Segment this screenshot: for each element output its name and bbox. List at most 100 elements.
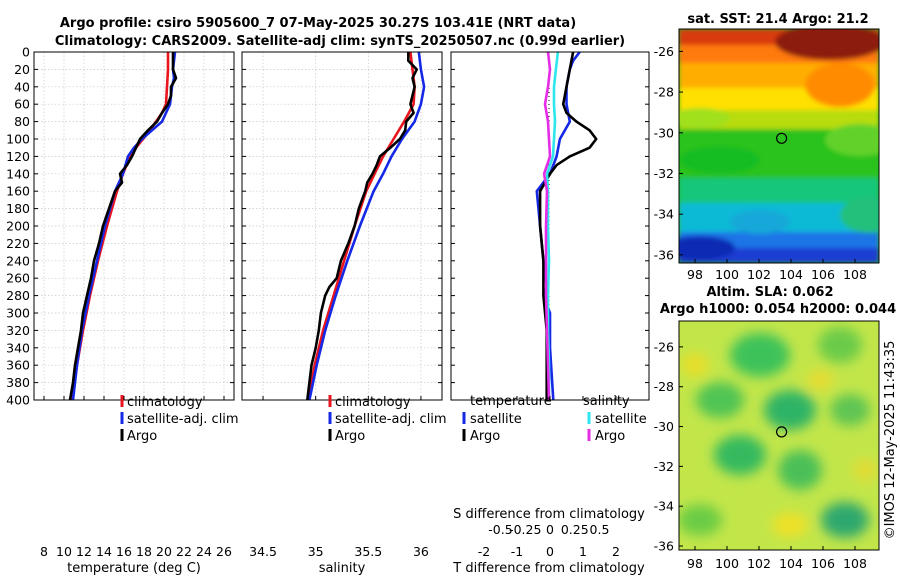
y-tick-label: 300 — [6, 306, 30, 321]
x-tick-label: 18 — [136, 544, 152, 559]
x-tick-label: 8 — [40, 544, 48, 559]
map-x-tick-label: 106 — [811, 267, 835, 282]
map-x-tick-label: 100 — [715, 267, 739, 282]
map-y-tick-label: -34 — [654, 499, 674, 514]
series-line-argo-temperature- — [538, 52, 598, 400]
legend-label: satellite — [470, 412, 522, 427]
temperature-xlabel: temperature (deg C) — [67, 561, 201, 576]
map-x-tick-label: 108 — [843, 267, 867, 282]
map-x-tick-label: 98 — [687, 556, 703, 571]
series-line-argo — [306, 52, 419, 400]
y-tick-label: 40 — [14, 79, 30, 94]
map-y-tick-label: -26 — [654, 44, 674, 59]
x-tick-label: 24 — [196, 544, 212, 559]
legend-label: satellite — [595, 412, 647, 427]
x-tick-label: 2 — [612, 544, 620, 559]
map-y-tick-label: -32 — [654, 459, 674, 474]
map-y-tick-label: -26 — [654, 339, 674, 354]
difference-ticks: -2 -1 0 1 2 -0.5-0.25 0 0.25 0.5 — [451, 51, 649, 559]
x-tick-label: 14 — [96, 544, 112, 559]
y-tick-label: 240 — [6, 253, 30, 268]
imos-credit: ©IMOS 12-May-2025 11:43:35 — [883, 341, 898, 540]
secondary-x-tick-label: -0.5 — [488, 522, 512, 537]
secondary-x-tick-label: 0.5 — [590, 522, 610, 537]
figure-title-line2: Climatology: CARS2009. Satellite-adj cli… — [55, 34, 625, 49]
map-y-tick-label: -30 — [654, 419, 674, 434]
difference-legend: temperature salinity satellite Argo satellit… — [462, 394, 647, 444]
y-tick-label: 320 — [6, 323, 30, 338]
legend-label: climatology — [127, 395, 203, 410]
map-x-tick-label: 102 — [747, 267, 771, 282]
map-x-tick-label: 108 — [843, 556, 867, 571]
x-tick-label: 1 — [579, 544, 587, 559]
x-tick-label: 0 — [546, 544, 554, 559]
secondary-x-tick-label: 0.25 — [561, 522, 589, 537]
y-tick-label: 360 — [6, 358, 30, 373]
map-x-tick-label: 106 — [811, 556, 835, 571]
x-tick-label: 36 — [413, 544, 429, 559]
salinity-xlabel: salinity — [319, 561, 366, 576]
legend-label: satellite-adj. clim — [127, 412, 239, 427]
sla-ticks: 98 100 102 104 106 108 -26 -28 -30 -32 -34 -36 — [654, 339, 867, 571]
map-y-tick-label: -32 — [654, 166, 674, 181]
y-tick-label: 280 — [6, 288, 30, 303]
y-tick-label: 160 — [6, 184, 30, 199]
x-tick-label: 16 — [116, 544, 132, 559]
y-tick-label: 340 — [6, 340, 30, 355]
map-x-tick-label: 98 — [687, 267, 703, 282]
x-tick-label: -2 — [478, 544, 490, 559]
y-tick-label: 60 — [14, 97, 30, 112]
x-tick-label: 34.5 — [249, 544, 277, 559]
figure-title-line1: Argo profile: csiro 5905600_7 07-May-202… — [60, 16, 576, 31]
y-tick-label: 0 — [22, 45, 30, 60]
temperature-legend: climatology satellite-adj. clim Argo — [120, 395, 239, 444]
legend-title-salinity: salinity — [583, 394, 630, 409]
y-tick-label: 80 — [14, 114, 30, 129]
temperature-lines — [68, 52, 178, 400]
y-tick-label: 180 — [6, 201, 30, 216]
y-tick-label: 100 — [6, 132, 30, 147]
series-line-satellite-adj-clim — [308, 52, 426, 400]
legend-label: satellite-adj. clim — [335, 412, 447, 427]
x-tick-label: -1 — [511, 544, 523, 559]
y-tick-label: 140 — [6, 166, 30, 181]
sla-profile-location-marker — [775, 426, 788, 438]
secondary-x-tick-label: 0 — [546, 522, 554, 537]
map-x-tick-label: 104 — [779, 556, 803, 571]
y-tick-label: 20 — [14, 62, 30, 77]
x-tick-label: 35.5 — [354, 544, 382, 559]
y-tick-label: 400 — [6, 393, 30, 408]
legend-label: Argo — [127, 429, 157, 444]
series-line-argo — [68, 52, 178, 400]
sla-map-title-line1: Altim. SLA: 0.062 — [707, 285, 834, 300]
map-y-tick-label: -30 — [654, 125, 674, 140]
sst-map: 98 100 102 104 106 108 -26 -28 -30 -32 -34 -36 — [654, 28, 880, 282]
sst-profile-location-marker — [775, 132, 788, 144]
salinity-legend: climatology satellite-adj. clim Argo — [328, 395, 447, 444]
y-tick-label: 220 — [6, 236, 30, 251]
sla-map-title-line2: Argo h1000: 0.054 h2000: 0.044 — [660, 302, 896, 317]
sla-map: 98 100 102 104 106 108 -26 -28 -30 -32 -34 -36 — [654, 320, 880, 571]
difference-lines — [535, 52, 598, 400]
y-tick-label: 380 — [6, 375, 30, 390]
legend-label: climatology — [335, 395, 411, 410]
map-x-tick-label: 100 — [715, 556, 739, 571]
salinity-ticks: 34.5 35 35.5 36 — [242, 51, 442, 559]
salinity-lines — [306, 52, 426, 400]
difference-secondary-xlabel: S difference from climatology — [453, 507, 645, 522]
map-y-tick-label: -36 — [654, 539, 674, 554]
legend-label: Argo — [595, 429, 625, 444]
temperature-panel: 0 20 40 60 80 100 120 140 160 180 200 220 240 260 280 3… — [6, 45, 238, 577]
y-tick-label: 200 — [6, 219, 30, 234]
x-tick-label: 35 — [308, 544, 324, 559]
map-y-tick-label: -28 — [654, 379, 674, 394]
secondary-x-tick-label: -0.25 — [509, 522, 541, 537]
x-tick-label: 12 — [76, 544, 92, 559]
y-tick-label: 120 — [6, 149, 30, 164]
map-y-tick-label: -34 — [654, 207, 674, 222]
sst-map-title: sat. SST: 21.4 Argo: 21.2 — [687, 12, 868, 27]
series-line-satellite-salinity- — [545, 52, 560, 400]
series-line-argo-salinity- — [542, 52, 552, 400]
x-tick-label: 20 — [156, 544, 172, 559]
